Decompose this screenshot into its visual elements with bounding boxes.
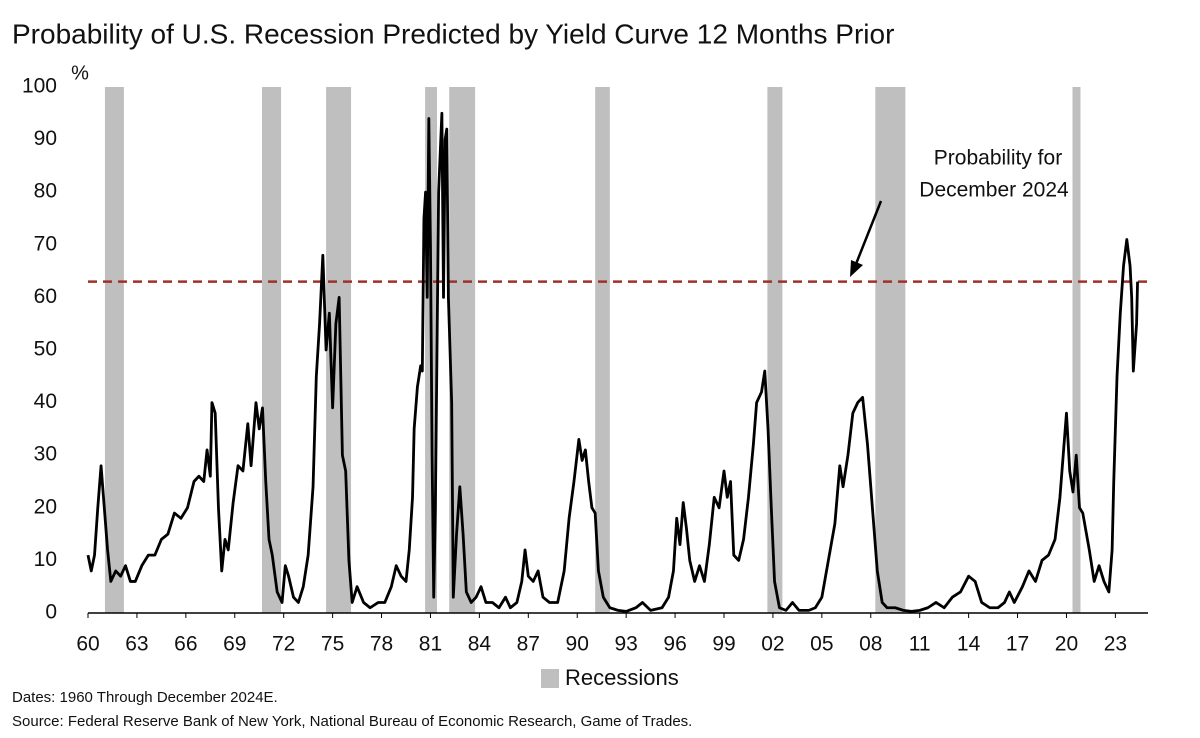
y-tick-label: 10 [34, 548, 57, 571]
x-tick-label: 08 [859, 633, 882, 656]
x-tick-label: 23 [1104, 633, 1127, 656]
x-tick-label: 05 [810, 633, 833, 656]
x-tick-label: 63 [125, 633, 148, 656]
legend-swatch [541, 669, 559, 688]
y-tick-label: 30 [34, 443, 57, 466]
recession-band [1072, 87, 1081, 613]
recession-band [767, 87, 783, 613]
x-tick-label: 87 [517, 633, 540, 656]
probability-line [86, 111, 1139, 613]
y-tick-label: 90 [34, 127, 57, 150]
x-tick-label: 66 [174, 633, 197, 656]
x-tick-label: 69 [223, 633, 246, 656]
legend-label: Recessions [565, 665, 679, 690]
x-tick-label: 84 [468, 633, 492, 656]
arrow-head [850, 260, 863, 277]
note: Source: Federal Reserve Bank of New York… [12, 713, 692, 730]
x-tick-label: 90 [566, 633, 589, 656]
x-tick-label: 60 [76, 633, 99, 656]
x-tick-label: 20 [1055, 633, 1078, 656]
axes: 0 10 20 30 40 50 60 70 80 90 100 60 63 66 69 72 75 78 81 84… [22, 75, 1148, 656]
y-tick-label: 50 [34, 338, 57, 361]
y-tick-label: 100 [22, 75, 57, 98]
annotation: Probability for [934, 147, 1062, 170]
y-tick-label: 40 [34, 390, 57, 413]
x-tick-label: 96 [663, 633, 686, 656]
y-tick-label: 20 [34, 495, 57, 518]
x-tick-label: 78 [370, 633, 393, 656]
y-tick-label: 0 [45, 601, 57, 624]
x-tick-label: 93 [614, 633, 637, 656]
recession-band [262, 87, 282, 613]
x-tick-label: 75 [321, 633, 344, 656]
recession-band [595, 87, 610, 613]
x-tick-label: 99 [712, 633, 735, 656]
recession-bands [104, 87, 1081, 613]
x-tick-label: 17 [1006, 633, 1029, 656]
y-axis-unit: % [71, 62, 89, 84]
note: Dates: 1960 Through December 2024E. [12, 689, 278, 706]
x-tick-label: 72 [272, 633, 295, 656]
chart-title: Probability of U.S. Recession Predicted … [12, 18, 894, 49]
x-tick-label: 14 [957, 633, 981, 656]
annotation: December 2024 [919, 179, 1069, 202]
recession-band [875, 87, 906, 613]
annotation-arrow [854, 200, 883, 265]
y-tick-label: 80 [34, 180, 57, 203]
y-tick-label: 70 [34, 232, 57, 255]
x-tick-label: 81 [419, 633, 442, 656]
recession-band [104, 87, 124, 613]
y-tick-label: 60 [34, 285, 57, 308]
x-tick-label: 11 [909, 633, 931, 656]
x-tick-label: 02 [761, 633, 784, 656]
